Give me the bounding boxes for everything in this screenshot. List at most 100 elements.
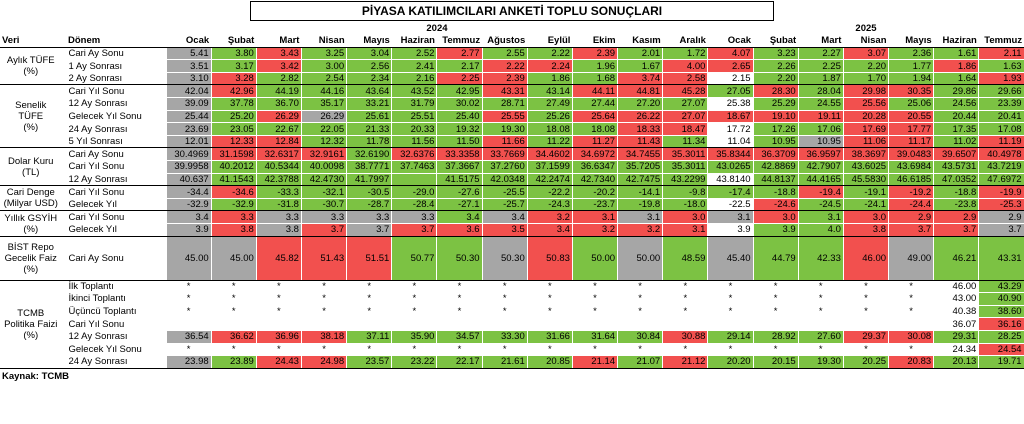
value-cell: -32.9 (165, 197, 212, 212)
value-cell: 43.31 (978, 235, 1024, 281)
value-cell: 50.00 (617, 235, 664, 281)
value-cell: 11.19 (978, 134, 1024, 149)
value-cell: 1.67 (617, 59, 664, 73)
value-cell: 27.20 (617, 97, 664, 111)
value-cell: 42.2474 (526, 172, 573, 187)
value-cell: 2.39 (481, 71, 528, 86)
value-cell: 50.30 (481, 235, 528, 281)
value-cell: 1.77 (888, 59, 935, 73)
value-cell: 39.6507 (933, 147, 980, 162)
value-cell: * (571, 304, 619, 319)
value-cell: 46.00 (933, 279, 980, 294)
value-cell: 2.25 (797, 59, 844, 73)
value-cell: * (797, 342, 844, 357)
value-cell: * (481, 304, 528, 319)
value-cell: 25.51 (391, 109, 438, 124)
value-cell: 11.50 (436, 134, 483, 149)
value-cell: 17.72 (707, 122, 754, 136)
value-cell: 32.6376 (391, 147, 438, 162)
value-cell: 43.8140 (707, 172, 754, 187)
value-cell: 11.17 (888, 134, 935, 149)
value-cell: 36.07 (933, 317, 980, 331)
value-cell: 40.90 (978, 292, 1024, 306)
data-row: TCMB Politika Faizi (%) İlk Toplantı * * * * *… (0, 279, 1024, 369)
data-row: İkinci Toplantı * * * * * * * * * * * * * * * * * 43.00 40.… (0, 292, 1024, 306)
value-cell: 42.7475 (617, 172, 664, 187)
value-cell: 27.44 (571, 97, 619, 111)
value-cell: * (571, 279, 619, 294)
value-cell: 34.7455 (617, 147, 664, 162)
value-cell: * (165, 279, 212, 294)
value-cell: 44.8137 (752, 172, 799, 187)
value-cell: 24.54 (978, 342, 1024, 357)
value-cell (797, 317, 844, 331)
value-cell: 51.51 (346, 235, 393, 281)
value-cell (571, 317, 619, 331)
data-row: Gelecek Yıl Sonu 25.44 25.20 26.29 26.29 25.6… (0, 109, 1024, 124)
value-cell: 37.7463 (391, 160, 438, 174)
value-cell: 30.35 (888, 84, 935, 99)
value-cell: 42.0348 (481, 172, 528, 187)
value-cell: 25.29 (752, 97, 799, 111)
data-row: 12 Ay Sonrası 40.637 41.1543 42.3788 42.4730… (0, 172, 1024, 187)
value-cell: * (255, 292, 302, 306)
value-cell: 42.04 (165, 84, 212, 99)
value-cell: 3.2 (526, 210, 573, 224)
value-cell: -20.2 (571, 185, 619, 199)
value-cell: * (165, 342, 212, 357)
value-cell: 32.9161 (300, 147, 348, 162)
value-cell: * (391, 304, 438, 319)
value-cell: 3.1 (662, 223, 709, 237)
value-cell: 34.6972 (571, 147, 619, 162)
value-cell: * (436, 342, 483, 357)
value-cell: -22.2 (526, 185, 573, 199)
value-cell: -19.2 (888, 185, 935, 199)
value-cell: 35.3011 (662, 160, 709, 174)
value-cell: * (346, 292, 393, 306)
data-row: BİST Repo Gecelik Faiz (%) Cari Ay Sonu 45… (0, 235, 1024, 281)
value-cell: 29.86 (933, 84, 980, 99)
month-label: Kasım (617, 34, 663, 48)
value-cell: * (210, 279, 257, 294)
value-cell: 33.3358 (436, 147, 483, 162)
value-cell: 37.11 (346, 329, 393, 344)
value-cell: 45.00 (210, 235, 257, 281)
value-cell: 18.47 (662, 122, 709, 136)
group-label: BİST Repo Gecelik Faiz (%) (0, 236, 62, 281)
value-cell: 3.3 (255, 210, 302, 224)
value-cell (842, 317, 890, 331)
value-cell: 3.28 (210, 71, 257, 86)
period-label: Cari Ay Sonu (61, 235, 167, 281)
value-cell: 46.21 (933, 235, 980, 281)
value-cell: 2.20 (752, 71, 799, 86)
value-cell: 18.08 (571, 122, 619, 136)
value-cell: * (346, 304, 393, 319)
value-cell: 12.84 (255, 134, 302, 149)
value-cell: * (662, 279, 709, 294)
value-cell: -28.4 (391, 197, 438, 212)
value-cell (436, 317, 483, 331)
value-cell: 22.17 (436, 355, 483, 369)
value-cell: 4.07 (707, 46, 754, 61)
month-label: Temmuz (436, 34, 483, 48)
value-cell: * (481, 342, 528, 357)
value-cell: 2.77 (436, 46, 483, 61)
value-cell: 30.08 (888, 329, 935, 344)
value-cell: * (707, 292, 754, 306)
value-cell: 18.08 (526, 122, 573, 136)
value-cell: 2.26 (752, 59, 799, 73)
value-cell: 35.17 (300, 97, 348, 111)
value-cell: * (752, 279, 799, 294)
value-cell (255, 317, 302, 331)
value-cell: * (526, 279, 573, 294)
value-cell: 37.3667 (436, 160, 483, 174)
value-cell: 28.25 (978, 329, 1024, 344)
value-cell: 3.8 (255, 223, 302, 237)
data-row: Üçüncü Toplantı * * * * * * * * * * * * * * * * * 40.38 38.… (0, 304, 1024, 319)
value-cell: -34.6 (210, 185, 257, 199)
value-cell: 3.7 (888, 223, 935, 237)
group-label: Aylık TÜFE (%) (0, 47, 62, 86)
value-cell: 48.59 (662, 235, 709, 281)
value-cell: * (391, 292, 438, 306)
value-cell: 5.41 (165, 46, 212, 61)
